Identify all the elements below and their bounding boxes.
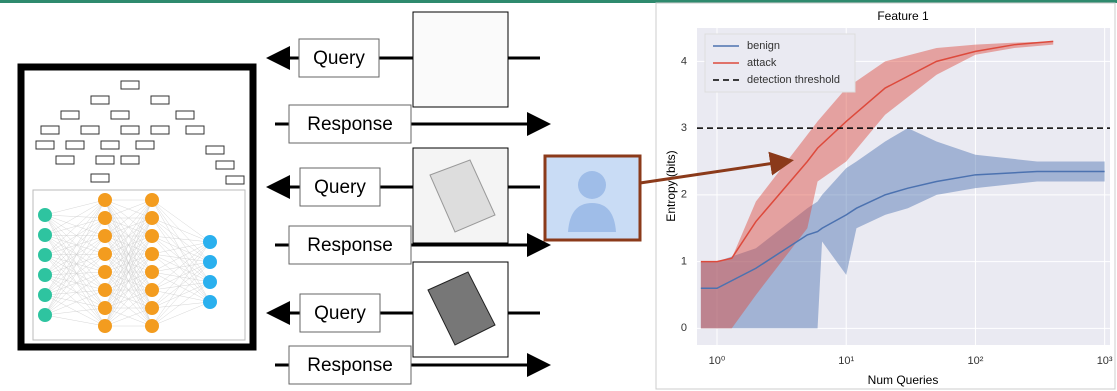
tree-node bbox=[186, 126, 204, 134]
tree-node bbox=[206, 146, 224, 154]
neuron bbox=[203, 255, 217, 269]
tree-node bbox=[226, 176, 244, 184]
query-image bbox=[413, 12, 508, 107]
tree-node bbox=[121, 81, 139, 89]
legend-label: attack bbox=[747, 57, 777, 69]
user-head bbox=[578, 171, 606, 199]
tree-node bbox=[56, 156, 74, 164]
message-label: Query bbox=[313, 48, 365, 69]
neuron bbox=[145, 193, 159, 207]
neuron bbox=[38, 208, 52, 222]
tree-node bbox=[111, 111, 129, 119]
tree-node bbox=[101, 141, 119, 149]
message-label: Query bbox=[314, 177, 366, 198]
neuron bbox=[98, 193, 112, 207]
legend-label: detection threshold bbox=[747, 74, 840, 86]
tree-node bbox=[91, 174, 109, 182]
neuron bbox=[98, 319, 112, 333]
neuron bbox=[98, 301, 112, 315]
legend-label: benign bbox=[747, 40, 780, 52]
neuron bbox=[145, 229, 159, 243]
message-label: Query bbox=[314, 303, 366, 324]
tree-node bbox=[81, 126, 99, 134]
neuron bbox=[38, 248, 52, 262]
tree-node bbox=[41, 126, 59, 134]
neuron bbox=[38, 228, 52, 242]
neuron bbox=[98, 247, 112, 261]
tree-node bbox=[91, 96, 109, 104]
neuron bbox=[145, 301, 159, 315]
tree-node bbox=[151, 126, 169, 134]
message-label: Response bbox=[307, 114, 393, 135]
neuron bbox=[38, 268, 52, 282]
neuron bbox=[38, 308, 52, 322]
neuron bbox=[203, 275, 217, 289]
neuron bbox=[203, 295, 217, 309]
x-tick-label: 10¹ bbox=[838, 355, 854, 367]
y-tick-label: 4 bbox=[681, 55, 687, 67]
neuron bbox=[98, 211, 112, 225]
page: QueryResponseQueryResponseQueryResponse … bbox=[0, 0, 1117, 391]
tree-node bbox=[36, 141, 54, 149]
tree-node bbox=[136, 141, 154, 149]
neuron bbox=[98, 265, 112, 279]
y-tick-label: 3 bbox=[681, 122, 687, 134]
tree-node bbox=[216, 161, 234, 169]
tree-node bbox=[176, 111, 194, 119]
y-tick-label: 0 bbox=[681, 322, 687, 334]
tree-node bbox=[66, 141, 84, 149]
y-tick-label: 1 bbox=[681, 255, 687, 267]
neuron bbox=[98, 283, 112, 297]
neuron bbox=[203, 235, 217, 249]
neuron bbox=[145, 265, 159, 279]
neuron bbox=[145, 283, 159, 297]
message-label: Response bbox=[307, 235, 393, 256]
x-tick-label: 10³ bbox=[1097, 355, 1113, 367]
y-axis-label: Entropy (bits) bbox=[664, 150, 678, 221]
neuron bbox=[145, 247, 159, 261]
chart-title: Feature 1 bbox=[877, 9, 929, 23]
neuron bbox=[38, 288, 52, 302]
tree-node bbox=[151, 96, 169, 104]
neuron bbox=[98, 229, 112, 243]
tree-node bbox=[96, 156, 114, 164]
tree-node bbox=[121, 156, 139, 164]
tree-node bbox=[61, 111, 79, 119]
neuron bbox=[145, 319, 159, 333]
neuron bbox=[145, 211, 159, 225]
y-tick-label: 2 bbox=[681, 189, 687, 201]
x-tick-label: 10⁰ bbox=[709, 355, 726, 367]
x-axis-label: Num Queries bbox=[868, 373, 939, 387]
message-label: Response bbox=[307, 355, 393, 376]
x-tick-label: 10² bbox=[967, 355, 983, 367]
tree-node bbox=[121, 126, 139, 134]
